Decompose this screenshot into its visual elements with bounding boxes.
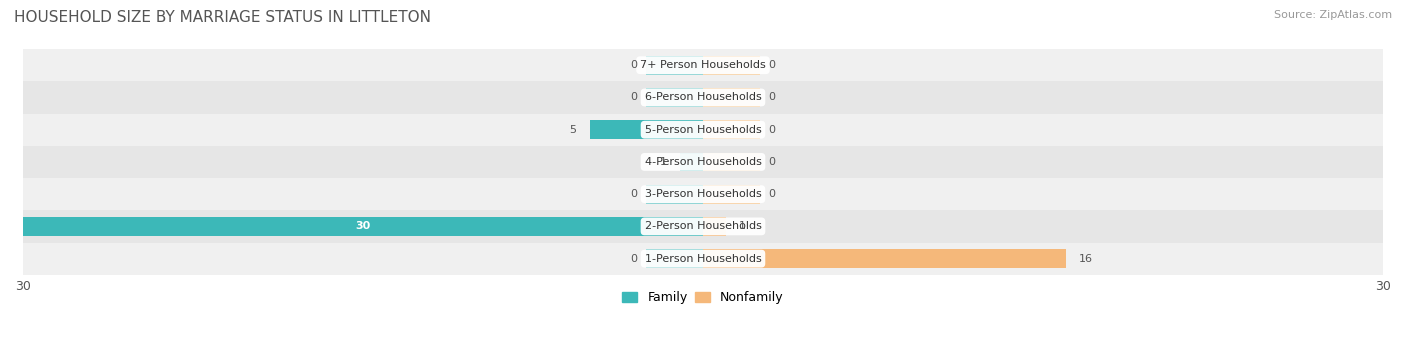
Text: 30: 30 — [356, 221, 371, 232]
Text: 0: 0 — [769, 189, 776, 199]
Bar — [22, 210, 1384, 242]
Bar — [22, 114, 1384, 146]
Bar — [647, 88, 703, 107]
Text: 1-Person Households: 1-Person Households — [644, 254, 762, 264]
Bar — [22, 178, 1384, 210]
Bar — [703, 56, 759, 75]
Text: 0: 0 — [769, 60, 776, 70]
Bar — [681, 152, 703, 171]
Bar — [22, 81, 1384, 114]
Text: 0: 0 — [769, 92, 776, 102]
Bar — [22, 242, 1384, 275]
Text: 7+ Person Households: 7+ Person Households — [640, 60, 766, 70]
Text: 0: 0 — [630, 60, 637, 70]
Bar — [22, 146, 1384, 178]
Bar — [22, 49, 1384, 81]
Bar — [703, 152, 759, 171]
Text: 0: 0 — [769, 157, 776, 167]
Text: 0: 0 — [630, 189, 637, 199]
Text: HOUSEHOLD SIZE BY MARRIAGE STATUS IN LITTLETON: HOUSEHOLD SIZE BY MARRIAGE STATUS IN LIT… — [14, 10, 432, 25]
Text: 1: 1 — [659, 157, 666, 167]
Bar — [22, 217, 703, 236]
Text: 2-Person Households: 2-Person Households — [644, 221, 762, 232]
Bar — [589, 120, 703, 139]
Text: 5-Person Households: 5-Person Households — [644, 125, 762, 135]
Bar — [647, 249, 703, 268]
Bar — [703, 120, 759, 139]
Text: 5: 5 — [569, 125, 576, 135]
Bar — [647, 185, 703, 204]
Bar — [703, 88, 759, 107]
Bar — [647, 56, 703, 75]
Text: 0: 0 — [630, 92, 637, 102]
Text: 16: 16 — [1080, 254, 1094, 264]
Text: 0: 0 — [769, 125, 776, 135]
Bar — [703, 217, 725, 236]
Bar — [703, 249, 1066, 268]
Legend: Family, Nonfamily: Family, Nonfamily — [617, 286, 789, 309]
Text: 6-Person Households: 6-Person Households — [644, 92, 762, 102]
Text: 0: 0 — [630, 254, 637, 264]
Bar — [703, 185, 759, 204]
Text: 3-Person Households: 3-Person Households — [644, 189, 762, 199]
Text: 4-Person Households: 4-Person Households — [644, 157, 762, 167]
Text: 1: 1 — [740, 221, 747, 232]
Text: Source: ZipAtlas.com: Source: ZipAtlas.com — [1274, 10, 1392, 20]
